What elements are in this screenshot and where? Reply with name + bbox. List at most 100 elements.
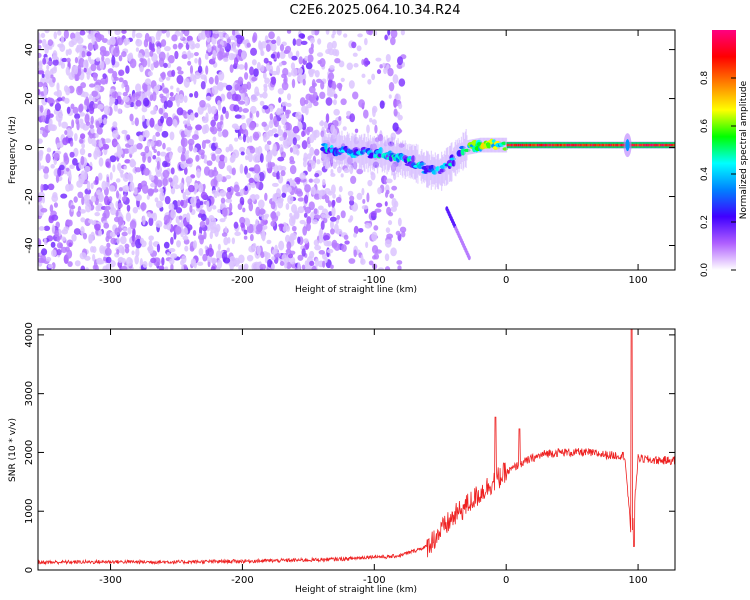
spectrogram-noise-cell [212, 32, 219, 39]
plot-border [37, 29, 676, 271]
spectrogram-noise-cell [97, 34, 105, 41]
spectrogram-noise-cell [142, 215, 146, 226]
spectrogram-band-core [597, 143, 599, 147]
spectrogram-noise-cell [91, 138, 97, 147]
spectrogram-noise-cell [38, 81, 44, 88]
spectrogram-noise-cell [353, 249, 357, 258]
spectrogram-band-core [594, 143, 596, 147]
snr-line [38, 329, 675, 566]
spectrogram-noise-cell [327, 72, 335, 81]
spectrogram-noise-cell [95, 79, 102, 86]
spectrogram-noise-cell [38, 52, 42, 59]
spectrogram-noise-cell [358, 227, 364, 233]
spectrogram-noise-cell [110, 207, 117, 216]
spectrogram-noise-cell [266, 239, 272, 245]
spectrogram-noise-cell [306, 222, 311, 232]
snr-series [38, 329, 675, 566]
spectrogram-noise-cell [306, 216, 312, 225]
spectrogram-halo [443, 154, 445, 185]
spectrogram-noise-cell [121, 196, 127, 202]
spectrogram-noise-cell [183, 30, 190, 37]
spectrogram-noise-cell [192, 230, 197, 236]
spectrogram-noise-cell [329, 88, 336, 97]
spectrogram-noise-cell [185, 175, 193, 184]
spectrogram-noise-cell [294, 186, 298, 195]
colorbar-ticks: 0.0 0.2 0.4 0.6 0.8 [700, 71, 736, 277]
spectrogram-noise-cell [111, 55, 116, 66]
spectrogram-noise-cell [149, 117, 155, 128]
spectrogram-noise-cell [162, 169, 170, 179]
spectrogram-noise-cell [95, 205, 101, 212]
spectrogram-noise-cell [105, 263, 111, 270]
spectrogram-noise-cell [259, 153, 264, 163]
spectrogram-noise-cell [255, 229, 261, 235]
spectrogram-noise-cell [249, 233, 254, 242]
spectrogram-noise-cell [217, 51, 223, 61]
spectrogram-band-core [646, 143, 648, 147]
spectrogram-noise-cell [326, 248, 334, 254]
spectrogram-noise-cell [344, 240, 350, 245]
spectrogram-noise-cell [349, 195, 355, 202]
spectrogram-noise-cell [121, 129, 128, 135]
spectrogram-noise-cell [163, 241, 170, 249]
spectrogram-halo [465, 129, 467, 169]
spectrogram-noise-cell [256, 61, 261, 71]
spectrogram-noise-cell [85, 121, 91, 126]
spectrogram-noise-cell [229, 64, 234, 73]
spectrogram-noise-cell [176, 240, 181, 248]
spectrogram-noise-cell [150, 63, 155, 71]
spectrogram-band-core [673, 143, 675, 147]
spectrogram-noise-cell [298, 33, 305, 39]
spectrogram-noise-cell [397, 265, 402, 270]
spectrogram-band-core [611, 143, 613, 147]
spectrogram-noise-cell [132, 206, 138, 214]
spectrogram-noise-cell [232, 42, 236, 51]
spectrogram-noise-cell [299, 219, 306, 225]
spectrogram-noise-cell [357, 33, 363, 38]
spectrogram-noise-cell [38, 257, 45, 263]
spectrogram-noise-cell [289, 165, 297, 175]
spectrogram-noise-cell [193, 90, 199, 99]
spectrogram-noise-cell [66, 129, 74, 139]
spectrogram-noise-cell [322, 178, 326, 186]
spectrogram-noise-cell [221, 232, 228, 237]
spectrogram-noise-cell [182, 235, 189, 241]
spectrogram-noise-cell [171, 69, 176, 77]
spectrogram-noise-cell [89, 124, 95, 129]
spectrogram-band-core [611, 143, 614, 147]
spectrogram-noise-cell [148, 217, 154, 227]
spectrogram-noise-cell [169, 131, 175, 141]
spectrogram-noise-cell [42, 57, 47, 65]
spectrogram-noise-cell [364, 37, 368, 46]
spectrogram-noise-cell [148, 174, 155, 181]
spectrogram-noise-cell [252, 131, 260, 141]
spectrogram-band-core [654, 143, 656, 147]
spectrogram-noise-cell [38, 161, 42, 171]
spectrogram-noise-cell [239, 216, 246, 225]
spectrogram-band-core [553, 143, 555, 147]
spectrogram-noise-cell [276, 174, 280, 180]
spectrogram-noise-cell [224, 156, 228, 164]
spectrogram-noise-cell [90, 231, 95, 241]
spectrogram-noise-cell [349, 199, 355, 206]
spectrogram-noise-cell [61, 57, 68, 63]
spectrogram-noise-cell [102, 212, 107, 218]
spectrogram-noise-cell [349, 113, 356, 123]
spectrogram-noise-cell [231, 167, 236, 176]
spectrogram-halo [414, 145, 416, 179]
spectrogram-band-core [589, 143, 591, 147]
spectrogram-band-core [575, 143, 577, 147]
spectrogram-band-core [643, 143, 645, 147]
spectrogram-band-core [529, 143, 531, 147]
spectrogram-noise-cell [308, 85, 316, 94]
spectrogram-band-core [551, 143, 553, 147]
spectrogram-noise-cell [307, 54, 314, 63]
spectrogram-band-core [608, 143, 610, 147]
spectrogram-noise-cell [156, 160, 160, 170]
spectrogram-noise-cell [155, 200, 163, 209]
spectrogram-noise-cell [187, 60, 192, 66]
spectrogram-band-core [641, 143, 643, 147]
spectrogram-noise-cell [391, 185, 398, 191]
spectrogram-noise-cell [114, 98, 119, 106]
spectrogram-noise-cell [372, 255, 377, 260]
